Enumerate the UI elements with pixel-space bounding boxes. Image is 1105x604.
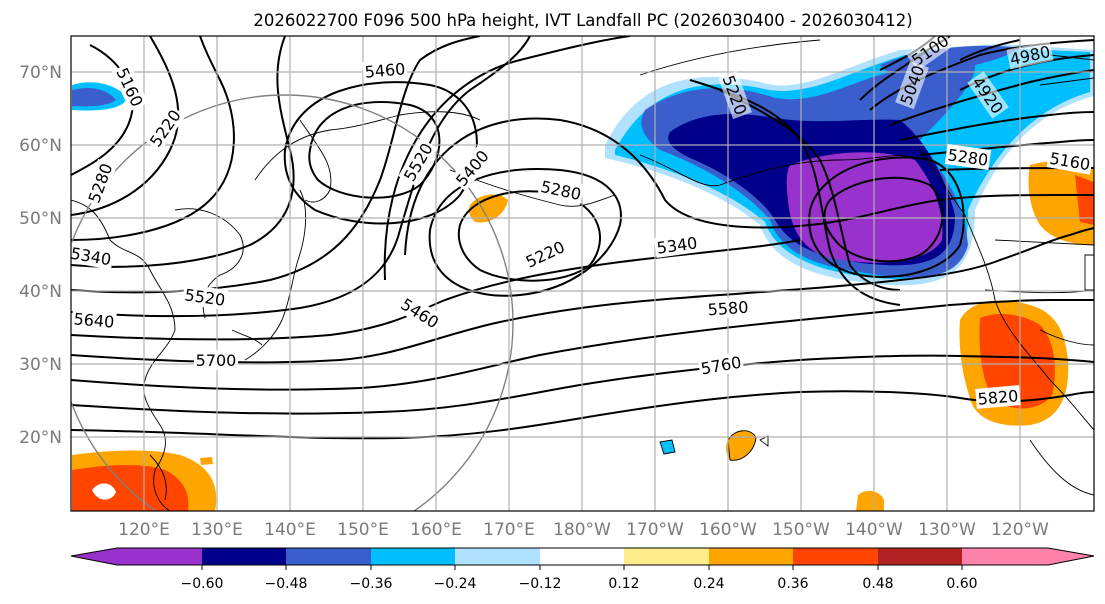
lon-label: 150°W xyxy=(772,520,830,540)
map-frame xyxy=(70,35,1095,512)
radius-circle xyxy=(71,94,514,511)
colorbar-tick-label: 0.24 xyxy=(693,576,724,592)
lon-label: 140°E xyxy=(264,520,316,540)
colorbar-outline xyxy=(70,547,1095,566)
lon-label: 130°W xyxy=(918,520,976,540)
colorbar-segment xyxy=(455,548,540,565)
colorbar-ticks xyxy=(201,565,963,570)
lat-label: 70°N xyxy=(19,63,62,83)
colorbar-tick-label: −0.60 xyxy=(181,576,224,592)
lon-label: 120°W xyxy=(991,520,1049,540)
colorbar-tick-label: 0.60 xyxy=(946,576,977,592)
lon-label: 160°W xyxy=(699,520,757,540)
contour-label: 5580 xyxy=(707,298,749,320)
colorbar-tick-label: −0.12 xyxy=(519,576,562,592)
colorbar-extend-high xyxy=(1048,548,1094,565)
colorbar-tick-label: −0.24 xyxy=(434,576,477,592)
lon-label: 150°E xyxy=(337,520,389,540)
colorbar-segment xyxy=(540,548,624,565)
contour-label: 5640 xyxy=(73,309,115,331)
lat-label: 20°N xyxy=(19,428,62,448)
lon-label: 120°E xyxy=(118,520,170,540)
colorbar-segment xyxy=(202,548,286,565)
colorbar-tick-label: −0.36 xyxy=(350,576,393,592)
colorbar-segment xyxy=(793,548,878,565)
gridlines xyxy=(71,36,1094,511)
lon-label: 170°E xyxy=(483,520,535,540)
colorbar-segment xyxy=(286,548,371,565)
colorbar-tick-label: 0.48 xyxy=(862,576,893,592)
contour-label: 5700 xyxy=(196,351,237,370)
lat-label: 40°N xyxy=(19,282,62,302)
colorbar-tick-label: −0.48 xyxy=(265,576,308,592)
colorbar-segment xyxy=(709,548,793,565)
colorbar-segment xyxy=(878,548,962,565)
figure-title: 2026022700 F096 500 hPa height, IVT Land… xyxy=(253,11,912,30)
contour-label: 5820 xyxy=(977,386,1019,408)
map-panel: 5160 5220 5280 5340 5460 5520 5400 5280 … xyxy=(70,35,1095,512)
colorbar-segment xyxy=(117,548,202,565)
colorbar-segment xyxy=(371,548,455,565)
longitude-labels: 120°E 130°E 140°E 150°E 160°E 170°E 180°… xyxy=(118,520,1049,540)
latitude-labels: 70°N 60°N 50°N 40°N 30°N 20°N xyxy=(19,63,62,448)
lat-label: 50°N xyxy=(19,209,62,229)
lon-label: 160°E xyxy=(410,520,462,540)
contour-label: 5460 xyxy=(364,59,406,81)
lon-label: 170°W xyxy=(626,520,684,540)
colorbar-tick-label: 0.36 xyxy=(777,576,808,592)
colorbar-tick-label: 0.12 xyxy=(608,576,639,592)
colorbar-extend-low xyxy=(71,548,117,565)
colorbar-segment xyxy=(624,548,709,565)
lon-label: 180°W xyxy=(553,520,611,540)
lat-label: 60°N xyxy=(19,136,62,156)
colorbar-segment xyxy=(962,548,1048,565)
lat-label: 30°N xyxy=(19,355,62,375)
lon-label: 140°W xyxy=(845,520,903,540)
colorbar: −0.60 −0.48 −0.36 −0.24 −0.12 0.12 0.24 … xyxy=(70,547,1095,592)
lon-label: 130°E xyxy=(191,520,243,540)
